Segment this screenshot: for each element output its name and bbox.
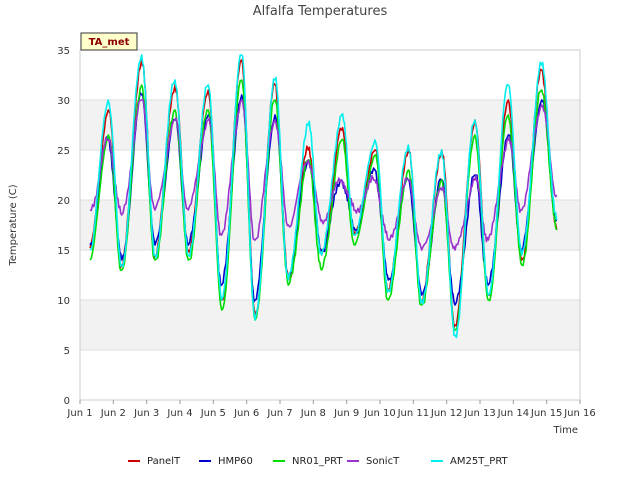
series-line-am25t-prt xyxy=(89,54,558,339)
series-line-sonict xyxy=(89,98,558,251)
band xyxy=(80,300,580,350)
y-tick-label: 35 xyxy=(57,46,70,57)
y-axis-ticks: 0 5 10 15 20 25 30 35 xyxy=(57,46,70,407)
y-tick-label: 5 xyxy=(64,346,70,357)
legend-label: NR01_PRT xyxy=(292,456,343,467)
x-tick-label: Jun 12 xyxy=(430,408,463,419)
y-axis-label: Temperature (C) xyxy=(8,184,19,266)
legend: PanelT HMP60 NR01_PRT SonicT AM25T_PRT xyxy=(128,456,509,467)
x-tick-label: Jun 8 xyxy=(300,408,326,419)
y-tick-label: 30 xyxy=(57,96,70,107)
plot-frame xyxy=(79,49,581,401)
ta-met-badge: TA_met xyxy=(80,32,138,51)
series-line-hmp60 xyxy=(89,91,558,306)
y-tick-label: 20 xyxy=(57,196,70,207)
badge-label: TA_met xyxy=(89,37,130,48)
x-tick-label: Jun 3 xyxy=(133,408,159,419)
badge-box xyxy=(80,32,138,51)
x-tick-label: Jun 11 xyxy=(397,408,430,419)
x-tick-label: Jun 10 xyxy=(363,408,396,419)
x-tick-label: Jun 7 xyxy=(266,408,292,419)
y-tick-label: 25 xyxy=(57,146,70,157)
legend-label: PanelT xyxy=(147,456,181,467)
y-tick-label: 15 xyxy=(57,246,70,257)
x-tick-label: Jun 9 xyxy=(333,408,359,419)
x-axis-label: Time xyxy=(553,425,578,436)
x-tick-label: Jun 14 xyxy=(497,408,530,419)
x-tick-label: Jun 4 xyxy=(166,408,192,419)
x-tick-label: Jun 2 xyxy=(100,408,126,419)
x-axis-ticks: Jun 1 Jun 2 Jun 3 Jun 4 Jun 5 Jun 6 Jun 7 Jun 8… xyxy=(66,400,596,419)
x-tick-label: Jun 16 xyxy=(563,408,596,419)
x-tick-label: Jun 15 xyxy=(530,408,563,419)
legend-label: SonicT xyxy=(366,456,400,467)
legend-item-nr01-prt: NR01_PRT xyxy=(273,456,343,467)
series-lines xyxy=(89,54,558,339)
y-tick-label: 10 xyxy=(57,296,70,307)
x-tick-label: Jun 5 xyxy=(200,408,226,419)
legend-label: HMP60 xyxy=(218,456,253,467)
chart-title: Alfalfa Temperatures xyxy=(253,4,388,19)
legend-item-panelt: PanelT xyxy=(128,456,181,467)
legend-item-sonict: SonicT xyxy=(347,456,400,467)
y-tick-label: 0 xyxy=(64,396,70,407)
legend-item-hmp60: HMP60 xyxy=(199,456,253,467)
legend-item-am25t-prt: AM25T_PRT xyxy=(431,456,509,467)
legend-label: AM25T_PRT xyxy=(450,456,509,467)
band xyxy=(80,100,580,150)
x-tick-label: Jun 13 xyxy=(463,408,496,419)
x-tick-label: Jun 1 xyxy=(66,408,92,419)
x-tick-label: Jun 6 xyxy=(233,408,259,419)
